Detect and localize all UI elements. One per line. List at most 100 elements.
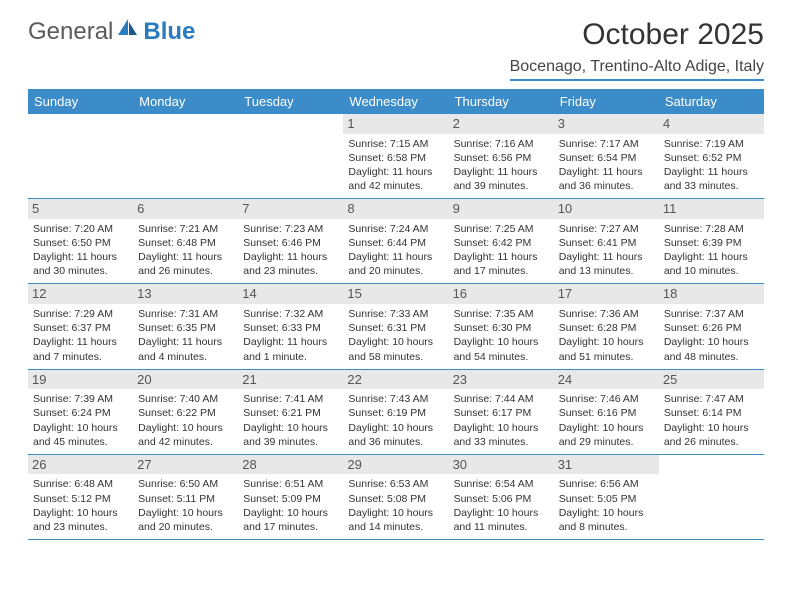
day-cell: 1Sunrise: 7:15 AMSunset: 6:58 PMDaylight… — [343, 114, 448, 198]
day-cell: 19Sunrise: 7:39 AMSunset: 6:24 PMDayligh… — [28, 370, 133, 454]
day-number: 16 — [449, 284, 554, 304]
sunrise-text: Sunrise: 7:28 AM — [664, 222, 759, 236]
day-number: 31 — [554, 455, 659, 475]
daylight-text: Daylight: 11 hours — [243, 335, 338, 349]
daylight-text: Daylight: 10 hours — [138, 506, 233, 520]
daylight-text: and 11 minutes. — [454, 520, 549, 534]
sunrise-text: Sunrise: 7:44 AM — [454, 392, 549, 406]
daylight-text: Daylight: 10 hours — [348, 506, 443, 520]
sunset-text: Sunset: 6:50 PM — [33, 236, 128, 250]
sunset-text: Sunset: 6:30 PM — [454, 321, 549, 335]
daylight-text: Daylight: 11 hours — [348, 165, 443, 179]
calendar-week: 26Sunrise: 6:48 AMSunset: 5:12 PMDayligh… — [28, 455, 764, 540]
day-cell: 20Sunrise: 7:40 AMSunset: 6:22 PMDayligh… — [133, 370, 238, 454]
logo-sail-icon — [117, 17, 139, 42]
sunset-text: Sunset: 6:52 PM — [664, 151, 759, 165]
sunrise-text: Sunrise: 6:53 AM — [348, 477, 443, 491]
day-number: 13 — [133, 284, 238, 304]
day-cell: 18Sunrise: 7:37 AMSunset: 6:26 PMDayligh… — [659, 284, 764, 368]
day-cell: 27Sunrise: 6:50 AMSunset: 5:11 PMDayligh… — [133, 455, 238, 539]
day-cell: 17Sunrise: 7:36 AMSunset: 6:28 PMDayligh… — [554, 284, 659, 368]
sunrise-text: Sunrise: 7:23 AM — [243, 222, 338, 236]
weekday-header: Saturday — [659, 89, 764, 114]
sunrise-text: Sunrise: 6:50 AM — [138, 477, 233, 491]
daylight-text: and 14 minutes. — [348, 520, 443, 534]
day-cell: 9Sunrise: 7:25 AMSunset: 6:42 PMDaylight… — [449, 199, 554, 283]
sunset-text: Sunset: 6:21 PM — [243, 406, 338, 420]
sunrise-text: Sunrise: 7:24 AM — [348, 222, 443, 236]
daylight-text: and 54 minutes. — [454, 350, 549, 364]
daylight-text: Daylight: 10 hours — [559, 421, 654, 435]
sunrise-text: Sunrise: 6:56 AM — [559, 477, 654, 491]
day-number: 4 — [659, 114, 764, 134]
daylight-text: and 7 minutes. — [33, 350, 128, 364]
sunrise-text: Sunrise: 7:39 AM — [33, 392, 128, 406]
calendar: SundayMondayTuesdayWednesdayThursdayFrid… — [0, 89, 792, 540]
day-number: 12 — [28, 284, 133, 304]
sunrise-text: Sunrise: 6:48 AM — [33, 477, 128, 491]
sunrise-text: Sunrise: 6:54 AM — [454, 477, 549, 491]
day-cell: 7Sunrise: 7:23 AMSunset: 6:46 PMDaylight… — [238, 199, 343, 283]
sunset-text: Sunset: 6:33 PM — [243, 321, 338, 335]
day-cell: 23Sunrise: 7:44 AMSunset: 6:17 PMDayligh… — [449, 370, 554, 454]
day-cell: 11Sunrise: 7:28 AMSunset: 6:39 PMDayligh… — [659, 199, 764, 283]
sunset-text: Sunset: 6:42 PM — [454, 236, 549, 250]
sunset-text: Sunset: 6:39 PM — [664, 236, 759, 250]
day-cell: 6Sunrise: 7:21 AMSunset: 6:48 PMDaylight… — [133, 199, 238, 283]
sunrise-text: Sunrise: 7:46 AM — [559, 392, 654, 406]
sunset-text: Sunset: 6:31 PM — [348, 321, 443, 335]
daylight-text: Daylight: 11 hours — [33, 250, 128, 264]
daylight-text: Daylight: 10 hours — [138, 421, 233, 435]
sunset-text: Sunset: 6:48 PM — [138, 236, 233, 250]
day-number: 8 — [343, 199, 448, 219]
daylight-text: and 17 minutes. — [243, 520, 338, 534]
day-cell: 2Sunrise: 7:16 AMSunset: 6:56 PMDaylight… — [449, 114, 554, 198]
daylight-text: Daylight: 10 hours — [33, 506, 128, 520]
day-cell: 30Sunrise: 6:54 AMSunset: 5:06 PMDayligh… — [449, 455, 554, 539]
daylight-text: and 4 minutes. — [138, 350, 233, 364]
daylight-text: and 48 minutes. — [664, 350, 759, 364]
daylight-text: and 1 minute. — [243, 350, 338, 364]
day-number: 7 — [238, 199, 343, 219]
daylight-text: and 20 minutes. — [138, 520, 233, 534]
day-cell: 21Sunrise: 7:41 AMSunset: 6:21 PMDayligh… — [238, 370, 343, 454]
calendar-body: 1Sunrise: 7:15 AMSunset: 6:58 PMDaylight… — [28, 114, 764, 540]
daylight-text: and 20 minutes. — [348, 264, 443, 278]
daylight-text: Daylight: 10 hours — [664, 421, 759, 435]
month-title: October 2025 — [510, 18, 764, 52]
daylight-text: Daylight: 10 hours — [559, 506, 654, 520]
day-cell: 10Sunrise: 7:27 AMSunset: 6:41 PMDayligh… — [554, 199, 659, 283]
weekday-header: Thursday — [449, 89, 554, 114]
header-right: October 2025 Bocenago, Trentino-Alto Adi… — [510, 18, 764, 81]
daylight-text: Daylight: 10 hours — [243, 506, 338, 520]
weekday-header: Tuesday — [238, 89, 343, 114]
sunset-text: Sunset: 6:24 PM — [33, 406, 128, 420]
daylight-text: and 17 minutes. — [454, 264, 549, 278]
day-cell — [659, 455, 764, 539]
day-number: 21 — [238, 370, 343, 390]
daylight-text: Daylight: 11 hours — [33, 335, 128, 349]
day-cell — [238, 114, 343, 198]
day-number: 10 — [554, 199, 659, 219]
daylight-text: Daylight: 10 hours — [348, 421, 443, 435]
sunrise-text: Sunrise: 7:37 AM — [664, 307, 759, 321]
sunset-text: Sunset: 5:06 PM — [454, 492, 549, 506]
sunrise-text: Sunrise: 7:27 AM — [559, 222, 654, 236]
sunrise-text: Sunrise: 7:21 AM — [138, 222, 233, 236]
weekday-header: Sunday — [28, 89, 133, 114]
day-cell: 26Sunrise: 6:48 AMSunset: 5:12 PMDayligh… — [28, 455, 133, 539]
calendar-week: 5Sunrise: 7:20 AMSunset: 6:50 PMDaylight… — [28, 199, 764, 284]
day-cell: 13Sunrise: 7:31 AMSunset: 6:35 PMDayligh… — [133, 284, 238, 368]
page-header: General Blue October 2025 Bocenago, Tren… — [0, 0, 792, 89]
sunrise-text: Sunrise: 7:35 AM — [454, 307, 549, 321]
daylight-text: Daylight: 11 hours — [138, 335, 233, 349]
sunset-text: Sunset: 6:17 PM — [454, 406, 549, 420]
day-number: 1 — [343, 114, 448, 134]
sunset-text: Sunset: 5:08 PM — [348, 492, 443, 506]
sunrise-text: Sunrise: 7:20 AM — [33, 222, 128, 236]
day-cell: 5Sunrise: 7:20 AMSunset: 6:50 PMDaylight… — [28, 199, 133, 283]
day-cell: 22Sunrise: 7:43 AMSunset: 6:19 PMDayligh… — [343, 370, 448, 454]
day-cell: 14Sunrise: 7:32 AMSunset: 6:33 PMDayligh… — [238, 284, 343, 368]
sunset-text: Sunset: 6:37 PM — [33, 321, 128, 335]
sunset-text: Sunset: 6:35 PM — [138, 321, 233, 335]
